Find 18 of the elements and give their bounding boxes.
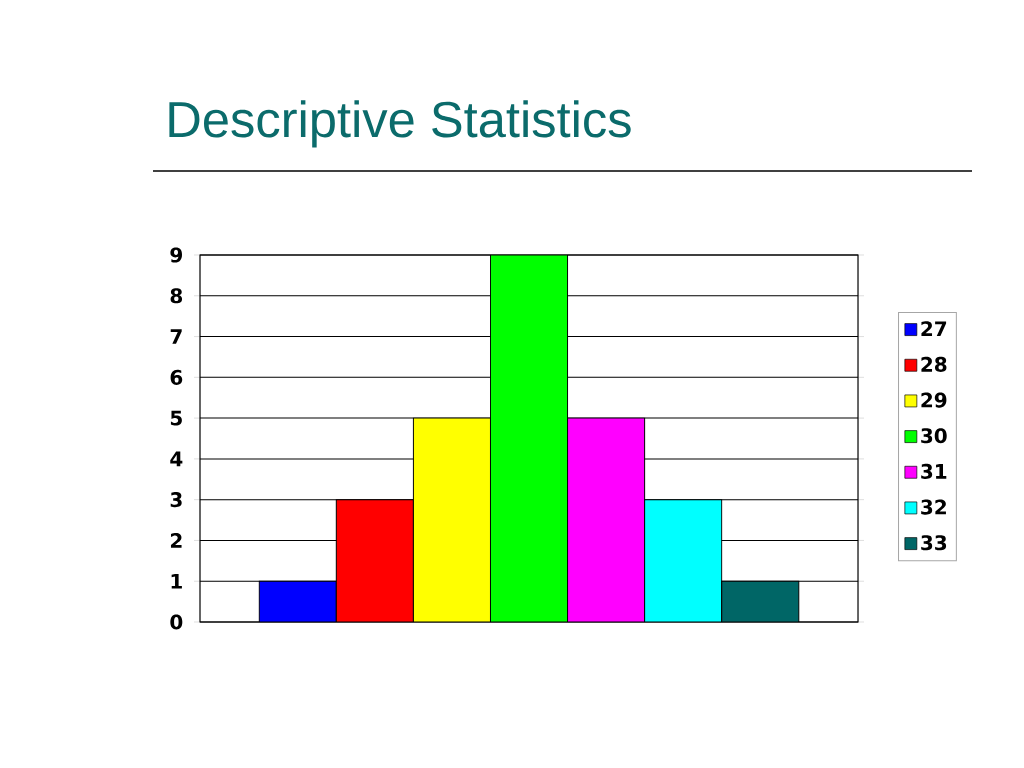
legend-label: 27 bbox=[921, 321, 947, 337]
y-tick-label: 2 bbox=[170, 533, 182, 548]
y-tick-label: 1 bbox=[171, 573, 182, 589]
y-tick-label: 9 bbox=[170, 247, 183, 263]
y-tick-label: 7 bbox=[170, 329, 182, 344]
legend-label: 29 bbox=[921, 392, 947, 408]
legend-label: 28 bbox=[921, 356, 947, 372]
legend-label: 31 bbox=[921, 463, 947, 479]
y-tick-label: 8 bbox=[170, 288, 183, 304]
y-tick-label: 3 bbox=[170, 492, 182, 508]
chart-title: Descriptive Statistics bbox=[169, 100, 631, 148]
y-tick-label: 5 bbox=[170, 410, 182, 426]
y-tick-label: 4 bbox=[170, 451, 183, 467]
legend-label: 30 bbox=[921, 428, 947, 444]
legend-label: 32 bbox=[921, 499, 946, 515]
legend-label: 33 bbox=[921, 535, 947, 551]
y-tick-label: 0 bbox=[170, 614, 183, 630]
y-tick-label: 6 bbox=[170, 369, 183, 385]
